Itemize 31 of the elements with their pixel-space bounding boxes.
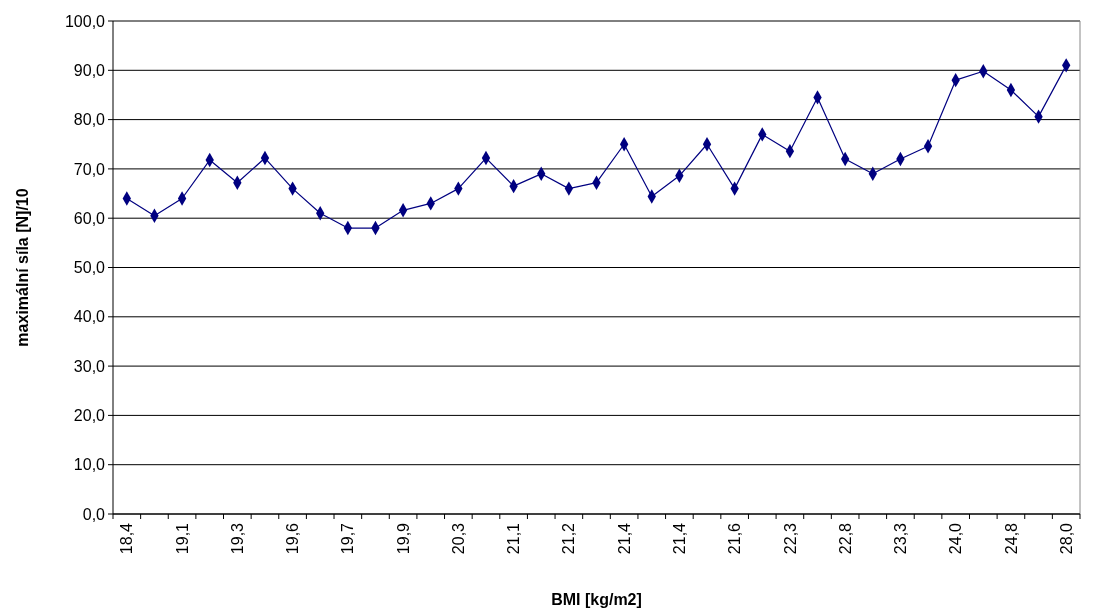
x-tick-label: 24,0 (947, 522, 965, 555)
x-tick-label: 21,4 (670, 522, 688, 555)
y-tick-label: 70,0 (73, 160, 106, 178)
y-tick-label: 80,0 (73, 111, 106, 129)
x-tick-label: 18,4 (118, 522, 136, 555)
x-tick-label: 19,1 (173, 522, 191, 555)
y-axis-title: maximální síla [N]/10 (14, 188, 31, 347)
x-tick-label: 19,3 (228, 522, 246, 555)
y-tick-label: 40,0 (73, 308, 106, 326)
x-tick-label: 19,6 (284, 522, 302, 555)
x-tick-label: 23,3 (892, 522, 910, 555)
x-tick-label: 19,9 (394, 522, 412, 555)
x-tick-label: 24,8 (1002, 522, 1020, 555)
x-tick-label: 21,4 (615, 522, 633, 555)
y-tick-label: 20,0 (73, 407, 106, 424)
y-tick-label: 60,0 (73, 209, 106, 227)
x-tick-label: 19,7 (339, 522, 357, 555)
x-tick-label: 21,2 (560, 522, 578, 555)
y-tick-label: 10,0 (73, 456, 106, 474)
y-tick-label: 30,0 (73, 357, 106, 375)
y-tick-label: 90,0 (73, 61, 106, 79)
x-axis-title: BMI [kg/m2] (551, 591, 642, 608)
x-tick-label: 21,6 (726, 522, 744, 555)
y-tick-label: 100,0 (64, 12, 106, 30)
y-tick-label: 0,0 (82, 505, 106, 523)
x-tick-label: 22,3 (781, 522, 799, 555)
x-tick-label: 22,8 (836, 522, 854, 555)
x-tick-label: 20,3 (449, 522, 467, 555)
x-tick-label: 21,1 (505, 522, 523, 555)
x-tick-label: 28,0 (1057, 522, 1075, 555)
y-tick-label: 50,0 (73, 259, 106, 277)
